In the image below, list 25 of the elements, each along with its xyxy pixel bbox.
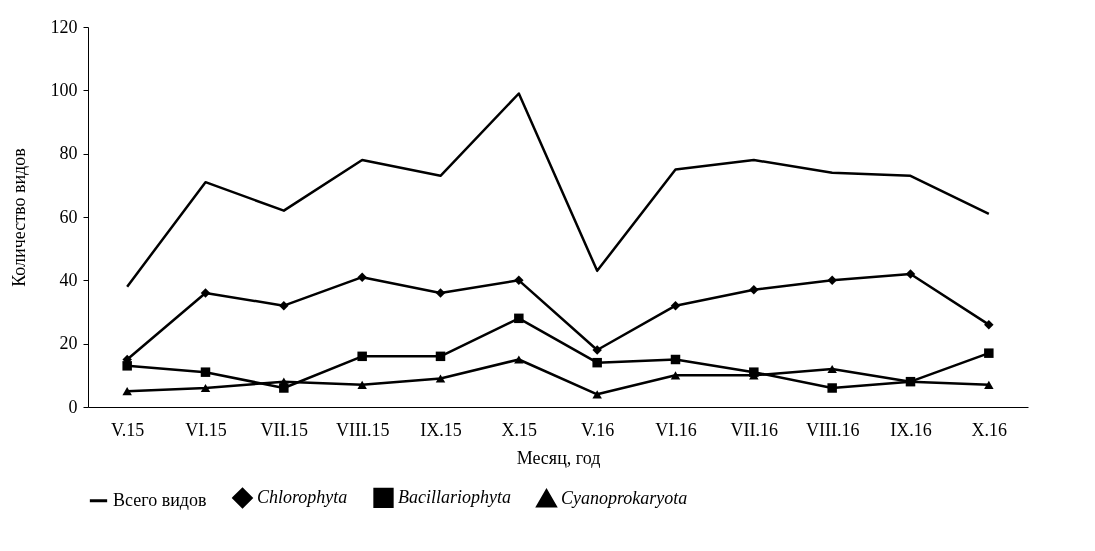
y-tick-label: 60	[59, 206, 78, 227]
x-tick-label: VIII.15	[335, 419, 390, 440]
x-tick-label: X.15	[501, 419, 538, 440]
y-tick-label: 100	[50, 79, 78, 100]
x-axis-title: Месяц, год	[516, 447, 601, 468]
y-tick-label: 0	[68, 396, 78, 417]
y-tick-label: 20	[59, 333, 78, 354]
legend-label: Chlorophyta	[257, 486, 348, 507]
x-tick-label: VII.15	[260, 419, 309, 440]
x-tick-label: V.15	[111, 419, 145, 440]
y-tick-label: 120	[50, 16, 78, 37]
legend-label: Cyanoprokaryota	[561, 487, 688, 508]
x-tick-label: VII.16	[730, 419, 779, 440]
x-tick-label: V.16	[581, 419, 615, 440]
y-axis-title: Количество видов	[8, 148, 29, 287]
x-tick-label: VI.15	[185, 419, 227, 440]
x-tick-label: VIII.16	[805, 419, 860, 440]
x-tick-label: IX.16	[890, 419, 932, 440]
legend-label: Bacillariophyta	[398, 486, 511, 507]
legend-label: Всего видов	[113, 489, 207, 510]
y-tick-label: 40	[59, 269, 78, 290]
x-tick-label: IX.15	[420, 419, 462, 440]
y-tick-label: 80	[59, 143, 78, 164]
x-tick-label: X.16	[971, 419, 1008, 440]
x-tick-label: VI.16	[655, 419, 697, 440]
